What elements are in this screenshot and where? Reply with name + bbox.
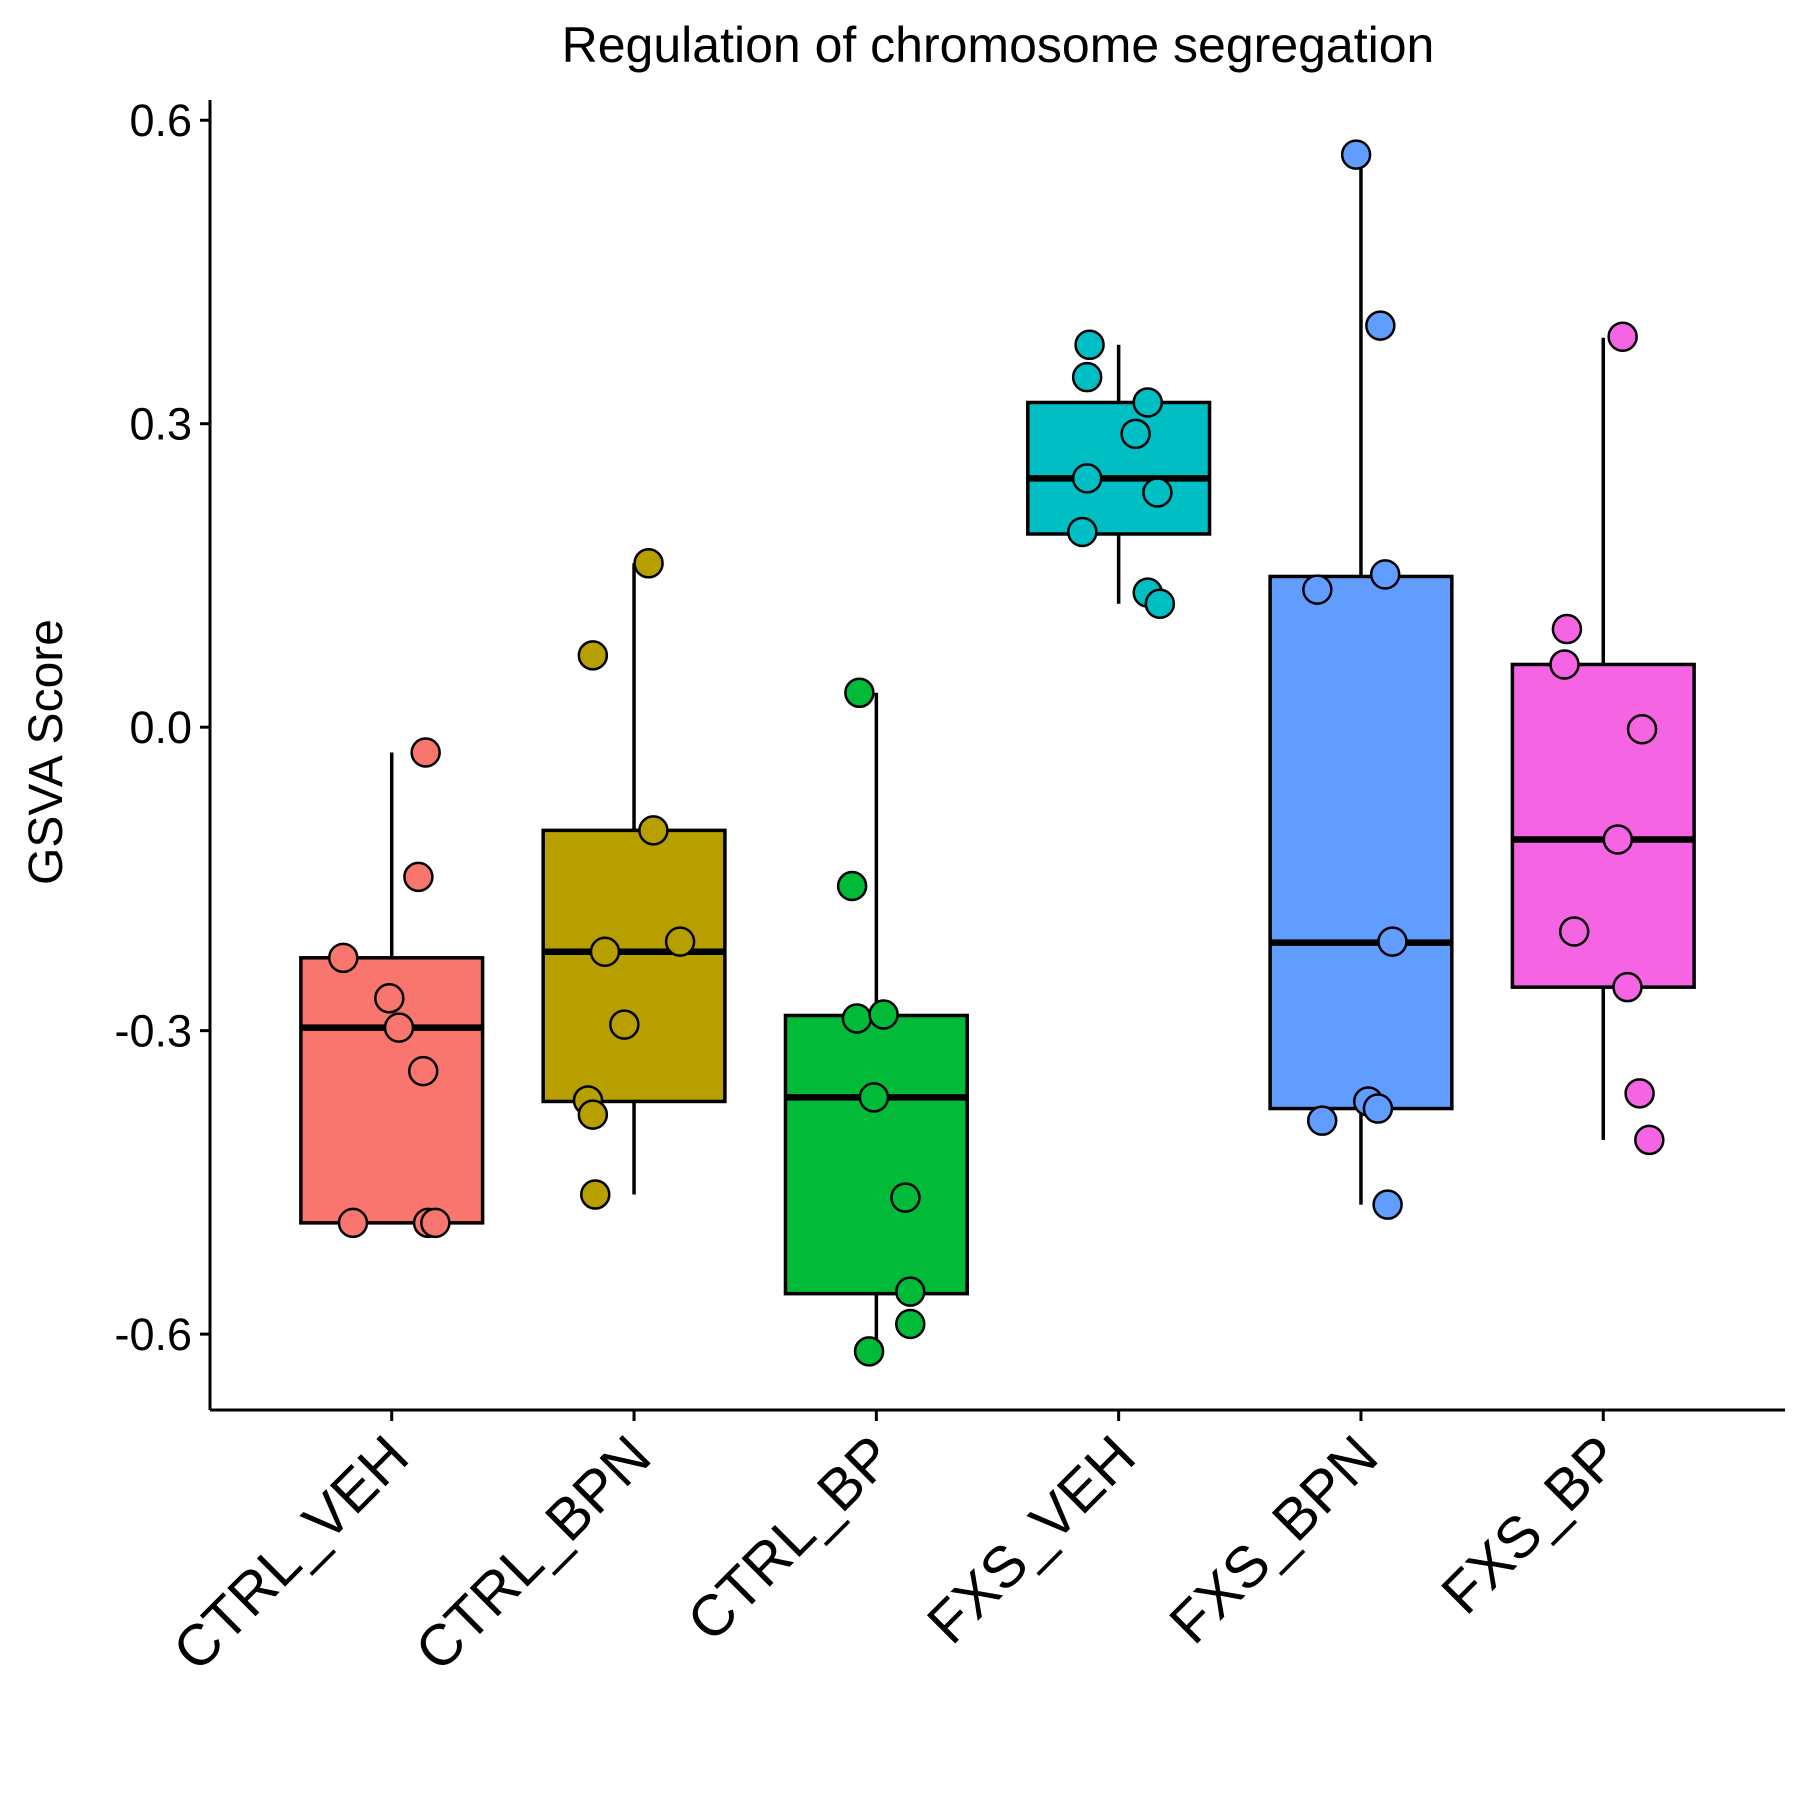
x-tick-label: FXS_VEH <box>915 1423 1148 1656</box>
data-point <box>1120 418 1151 450</box>
data-point <box>1067 516 1098 548</box>
data-point <box>1558 916 1590 947</box>
data-point <box>1372 1189 1403 1220</box>
data-point <box>1074 329 1105 361</box>
box-iqr <box>1510 662 1696 989</box>
y-tick-label: 0.0 <box>129 702 192 753</box>
data-point <box>374 983 405 1014</box>
data-point <box>580 1179 611 1210</box>
data-point <box>890 1182 921 1213</box>
data-point <box>1549 649 1580 680</box>
data-point <box>853 1336 885 1367</box>
box-iqr <box>783 1013 969 1296</box>
data-point <box>1602 824 1634 855</box>
data-point <box>1340 139 1372 170</box>
data-point <box>1362 1093 1394 1124</box>
x-tick-label: CTRL_BPN <box>403 1423 663 1683</box>
data-point <box>328 942 359 974</box>
y-tick-label: -0.3 <box>114 1006 192 1057</box>
data-point <box>1377 926 1408 957</box>
data-point <box>577 1099 609 1130</box>
data-point <box>1634 1124 1665 1156</box>
box-iqr <box>1268 574 1454 1111</box>
box-group-fxs-bpn <box>1268 139 1454 1220</box>
data-point <box>577 640 609 671</box>
data-point <box>1302 574 1333 605</box>
data-point <box>836 870 868 902</box>
data-point <box>609 1009 640 1040</box>
y-axis: -0.6 -0.3 0.0 0.3 0.6 <box>114 95 212 1410</box>
y-tick-label: 0.6 <box>129 95 192 146</box>
y-tick-label: 0.3 <box>129 399 192 450</box>
data-point <box>1071 463 1103 494</box>
data-point <box>1612 971 1643 1003</box>
data-point <box>420 1207 451 1239</box>
data-point <box>1365 310 1396 341</box>
box-group-ctrl-bp <box>783 677 969 1367</box>
data-point <box>868 999 899 1030</box>
x-tick-label: FXS_BP <box>1429 1423 1632 1626</box>
data-point <box>589 936 621 968</box>
chart-title: Regulation of chromosome segregation <box>562 17 1435 73</box>
box-group-fxs-bp <box>1510 321 1696 1156</box>
data-point <box>1626 713 1658 745</box>
data-point <box>638 815 669 846</box>
data-point <box>1144 588 1176 620</box>
data-point <box>337 1207 369 1239</box>
data-point <box>1071 361 1103 393</box>
data-point <box>383 1012 415 1043</box>
x-tick-label: CTRL_BP <box>675 1423 906 1654</box>
data-point <box>841 1003 873 1034</box>
box-iqr <box>541 828 727 1104</box>
data-point <box>1624 1078 1655 1109</box>
y-tick-label: -0.6 <box>114 1309 192 1360</box>
data-point <box>1306 1105 1338 1136</box>
data-point <box>1142 477 1173 508</box>
box-group-ctrl-bpn <box>541 548 727 1210</box>
data-point <box>403 861 434 893</box>
box-iqr <box>1026 400 1212 536</box>
data-point <box>633 548 664 579</box>
data-point <box>1607 321 1638 352</box>
data-point <box>858 1082 890 1113</box>
data-point <box>410 737 441 768</box>
plot-area <box>299 139 1696 1367</box>
data-point <box>895 1276 926 1307</box>
x-tick-label: FXS_BPN <box>1157 1423 1390 1656</box>
box-group-fxs-veh <box>1026 329 1212 620</box>
data-point <box>407 1055 439 1087</box>
data-point <box>895 1308 926 1340</box>
x-tick-label: CTRL_VEH <box>161 1423 421 1683</box>
y-axis-title: GSVA Score <box>20 619 73 885</box>
box-group-ctrl-veh <box>299 737 485 1239</box>
data-point <box>844 677 875 709</box>
data-point <box>1369 559 1401 590</box>
data-point <box>1132 387 1163 418</box>
data-point <box>1551 613 1583 645</box>
data-point <box>664 926 696 957</box>
